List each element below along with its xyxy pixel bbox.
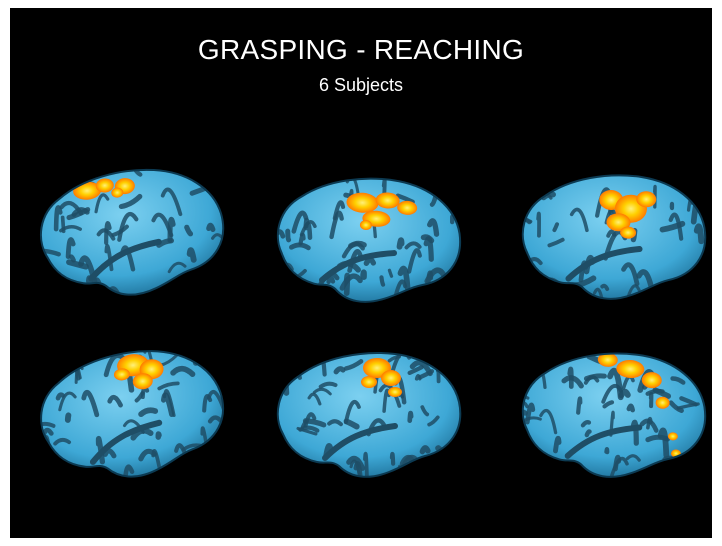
activation-blob <box>359 220 372 231</box>
activation-blob <box>381 370 401 386</box>
brain-surface <box>520 172 708 303</box>
activation-blob <box>636 191 657 208</box>
brain-surface <box>273 175 462 303</box>
activation-blob <box>397 200 418 215</box>
brain-subject-5 <box>265 338 465 488</box>
activation-blob <box>207 445 218 454</box>
activation-blob <box>620 226 637 239</box>
activation-blob <box>375 192 400 209</box>
brain-subject-1 <box>28 156 228 306</box>
activation-blob <box>95 178 114 193</box>
activation-blob <box>667 432 678 441</box>
brain-surface <box>519 348 709 480</box>
activation-blob <box>346 192 379 213</box>
activation-blob <box>616 359 645 379</box>
activation-blob <box>113 368 130 381</box>
brain-surface <box>36 165 226 301</box>
activation-blob <box>111 187 124 198</box>
slide: GRASPING - REACHING 6 Subjects <box>10 8 712 538</box>
activation-blob <box>388 387 402 397</box>
brain-subject-2 <box>265 163 465 313</box>
activation-blob <box>132 373 153 390</box>
activation-blob <box>597 352 618 367</box>
brain-surface <box>35 345 228 486</box>
brain-subject-4 <box>28 338 228 488</box>
slide-title: GRASPING - REACHING <box>197 34 525 65</box>
brain-subject-6 <box>510 338 710 488</box>
activation-blob <box>655 396 670 409</box>
brain-surface <box>276 351 462 478</box>
activation-blob <box>361 376 377 388</box>
slide-subtitle: 6 Subjects <box>318 75 404 95</box>
brain-subject-3 <box>510 160 710 310</box>
activation-blob <box>641 372 662 389</box>
activation-blob <box>606 213 631 232</box>
